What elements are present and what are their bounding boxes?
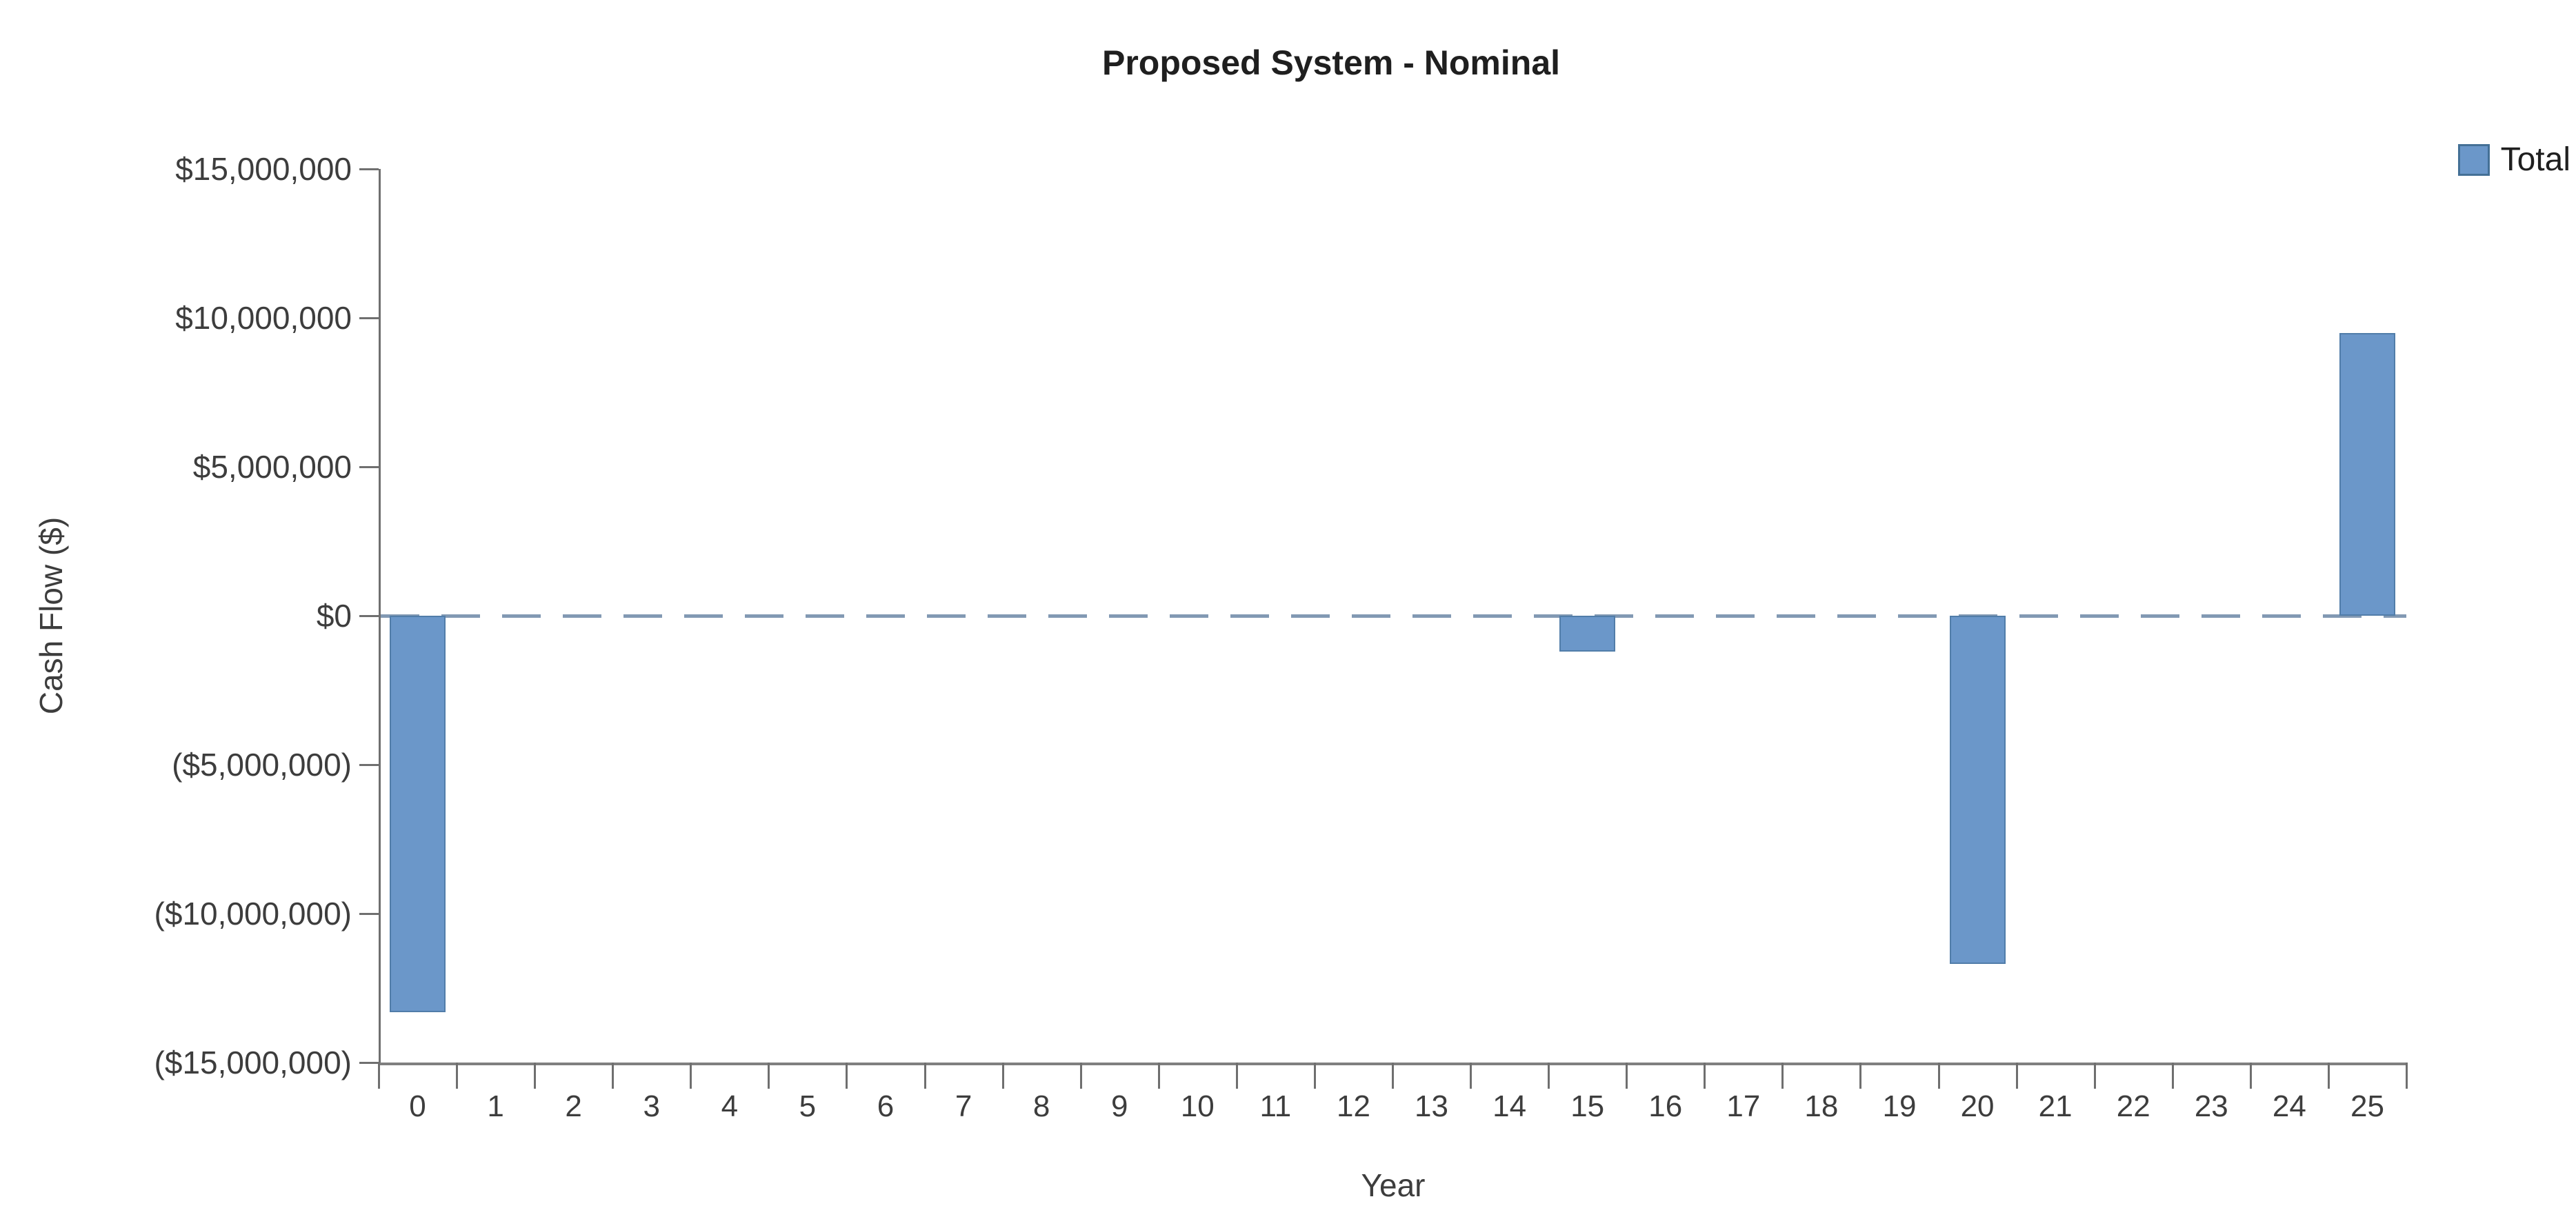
y-tick-label: ($5,000,000) (172, 747, 352, 783)
x-tick-label: 19 (1882, 1089, 1917, 1123)
x-tick (612, 1063, 615, 1089)
x-tick (2171, 1063, 2174, 1089)
x-tick (2093, 1063, 2096, 1089)
x-tick (2015, 1063, 2018, 1089)
x-tick-label: 11 (1259, 1089, 1292, 1123)
x-tick-label: 0 (409, 1089, 426, 1123)
x-tick (1781, 1063, 1784, 1089)
x-tick-label: 5 (799, 1089, 817, 1123)
x-tick-label: 23 (2194, 1089, 2228, 1123)
x-tick-label: 21 (2038, 1089, 2073, 1123)
x-tick (846, 1063, 848, 1089)
x-tick (1157, 1063, 1160, 1089)
x-tick (1470, 1063, 1472, 1089)
x-tick-label: 9 (1110, 1089, 1128, 1123)
x-tick-label: 22 (2116, 1089, 2150, 1123)
x-tick (378, 1063, 380, 1089)
y-tick (359, 764, 379, 766)
x-tick (1704, 1063, 1706, 1089)
y-tick (359, 317, 379, 319)
x-tick (2406, 1063, 2408, 1089)
x-tick-label: 12 (1336, 1089, 1370, 1123)
x-tick (2327, 1063, 2330, 1089)
x-tick (1859, 1063, 1862, 1089)
x-tick-label: 4 (721, 1089, 739, 1123)
zero-dashed-line (381, 614, 2406, 618)
x-tick-label: 1 (487, 1089, 504, 1123)
y-tick-label: ($15,000,000) (154, 1045, 352, 1080)
y-tick-label: $5,000,000 (192, 449, 352, 485)
y-tick (359, 1062, 379, 1064)
bar-year-25 (2339, 332, 2395, 616)
x-tick-label: 6 (877, 1089, 895, 1123)
y-tick (359, 913, 379, 915)
x-tick-label: 15 (1570, 1089, 1605, 1123)
x-tick (456, 1063, 459, 1089)
y-tick-label: $15,000,000 (175, 151, 352, 187)
x-tick-label: 16 (1648, 1089, 1683, 1123)
x-tick-label: 17 (1726, 1089, 1761, 1123)
plot-area: $15,000,000 $10,000,000 $5,000,000 $0 ($5,00… (154, 151, 2408, 1123)
x-tick-label: 25 (2350, 1089, 2384, 1123)
x-tick (1001, 1063, 1004, 1089)
y-tick-label: ($10,000,000) (154, 896, 352, 932)
x-tick (1626, 1063, 1628, 1089)
y-tick-label: $10,000,000 (175, 300, 352, 336)
y-tick (359, 615, 379, 617)
x-tick-label: 18 (1804, 1089, 1839, 1123)
chart-title: Proposed System - Nominal (1101, 43, 1561, 82)
x-tick (1937, 1063, 1940, 1089)
legend: Total (2457, 141, 2570, 179)
x-tick (1392, 1063, 1394, 1089)
x-tick-label: 7 (955, 1089, 972, 1123)
x-tick (1079, 1063, 1082, 1089)
bar-year-20 (1949, 616, 2006, 965)
x-tick (690, 1063, 692, 1089)
x-tick-label: 8 (1032, 1089, 1050, 1123)
x-tick (768, 1063, 770, 1089)
x-tick (2249, 1063, 2252, 1089)
bar-year-15 (1559, 616, 1616, 652)
y-tick (359, 168, 379, 170)
x-tick-label: 3 (643, 1089, 660, 1123)
y-tick (359, 466, 379, 468)
x-tick-label: 20 (1960, 1089, 1995, 1123)
y-axis-line (379, 169, 381, 1063)
x-tick-label: 2 (565, 1089, 582, 1123)
x-tick (1548, 1063, 1550, 1089)
x-tick (923, 1063, 926, 1089)
x-tick (1235, 1063, 1238, 1089)
x-tick-label: 10 (1180, 1089, 1215, 1123)
y-tick-label: $0 (316, 598, 352, 634)
legend-label: Total (2500, 141, 2570, 178)
x-axis-title: Year (1361, 1167, 1426, 1203)
x-tick-label: 13 (1415, 1089, 1448, 1123)
x-tick-label: 14 (1492, 1089, 1527, 1123)
x-tick (1313, 1063, 1316, 1089)
x-tick (534, 1063, 537, 1089)
x-tick-label: 24 (2272, 1089, 2306, 1123)
legend-swatch-icon (2457, 143, 2490, 176)
bar-year-0 (390, 616, 446, 1012)
